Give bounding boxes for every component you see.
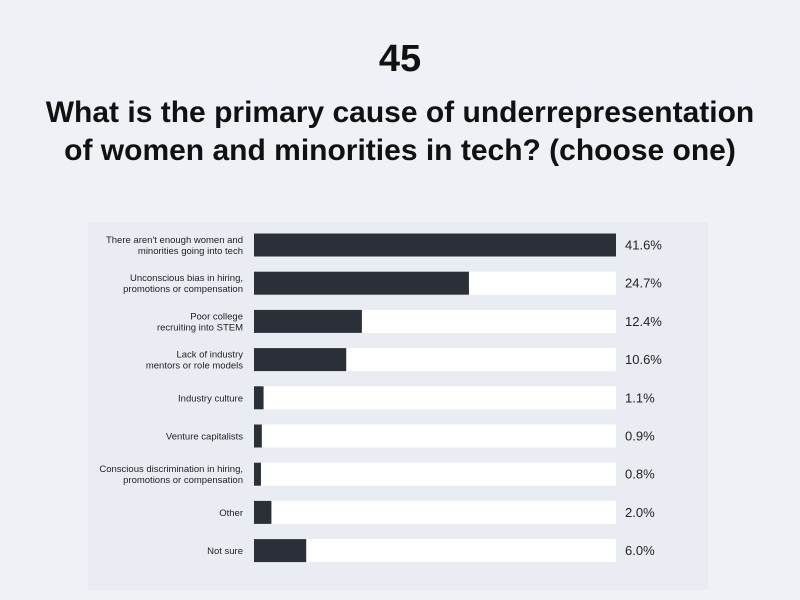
category-label: Poor college recruiting into STEM — [157, 311, 243, 333]
category-label: Lack of industry mentors or role models — [146, 350, 243, 372]
bar — [254, 500, 272, 524]
category-label: Not sure — [207, 546, 243, 557]
category-label: Industry culture — [178, 393, 243, 404]
value-label: 41.6% — [625, 238, 662, 253]
bar — [254, 233, 616, 257]
value-label: 0.9% — [625, 429, 655, 444]
bar — [254, 386, 264, 410]
bar-track — [254, 424, 616, 448]
value-label: 2.0% — [625, 505, 655, 520]
category-label: There aren't enough women and minorities … — [106, 235, 243, 257]
category-label: Other — [219, 508, 243, 519]
bar-track — [254, 386, 616, 410]
bar-track — [254, 500, 616, 524]
bar — [254, 348, 347, 372]
value-label: 12.4% — [625, 314, 662, 329]
question-number: 45 — [378, 38, 422, 80]
value-label: 10.6% — [625, 352, 662, 367]
category-label: Unconscious bias in hiring, promotions or… — [123, 273, 243, 295]
bar-track — [254, 539, 616, 563]
category-label: Venture capitalists — [166, 432, 243, 443]
value-label: 1.1% — [625, 390, 655, 405]
bar — [254, 271, 469, 295]
bar-track — [254, 462, 616, 486]
bar — [254, 309, 362, 333]
bar — [254, 462, 261, 486]
bar — [254, 539, 307, 563]
bar — [254, 424, 262, 448]
category-label: Conscious discrimination in hiring, promo… — [99, 464, 243, 486]
value-label: 6.0% — [625, 543, 655, 558]
value-label: 24.7% — [625, 276, 662, 291]
chart-title: What is the primary cause of underrepres… — [45, 96, 755, 167]
value-label: 0.8% — [625, 467, 655, 482]
